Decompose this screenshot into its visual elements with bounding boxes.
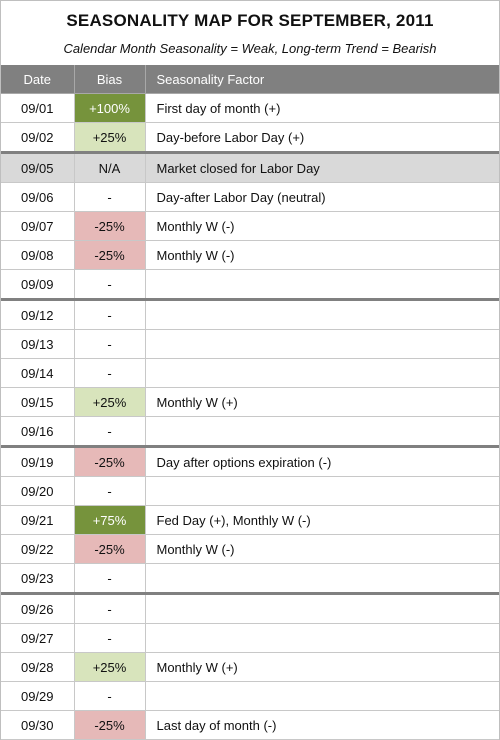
date-cell: 09/30 <box>1 710 75 740</box>
bias-cell: +100% <box>74 93 146 123</box>
date-cell: 09/09 <box>1 269 75 300</box>
date-cell: 09/27 <box>1 623 75 653</box>
bias-cell: - <box>74 358 146 388</box>
date-cell: 09/02 <box>1 122 75 153</box>
date-cell: 09/22 <box>1 534 75 564</box>
seasonality-factor-cell: Monthly W (+) <box>145 387 499 417</box>
seasonality-table: Date Bias Seasonality Factor 09/01 +100% F… <box>1 65 499 740</box>
factor-column-header: Seasonality Factor <box>145 65 499 94</box>
seasonality-factor-cell <box>145 681 499 711</box>
table-row: 09/01 +100% First day of month (+) <box>1 93 499 123</box>
date-cell: 09/16 <box>1 416 75 447</box>
seasonality-factor-cell <box>145 592 499 624</box>
table-row: 09/13- <box>1 329 499 359</box>
date-cell: 09/19 <box>1 445 75 477</box>
bias-cell: - <box>74 563 146 594</box>
seasonality-factor-cell <box>145 298 499 330</box>
seasonality-factor-cell: Market closed for Labor Day <box>145 151 499 183</box>
bias-cell: +25% <box>74 652 146 682</box>
table-row: 09/27- <box>1 623 499 653</box>
bias-cell: - <box>74 681 146 711</box>
bias-cell: +25% <box>74 387 146 417</box>
date-cell: 09/20 <box>1 476 75 506</box>
date-cell: 09/05 <box>1 151 75 183</box>
date-cell: 09/21 <box>1 505 75 535</box>
bias-cell: - <box>74 623 146 653</box>
table-row: 09/29- <box>1 681 499 711</box>
bias-cell: - <box>74 182 146 212</box>
table-row: 09/28 +25% Monthly W (+) <box>1 652 499 682</box>
seasonality-factor-cell <box>145 269 499 300</box>
table-row: 09/22 -25% Monthly W (-) <box>1 534 499 564</box>
table-row: 09/09- <box>1 269 499 300</box>
bias-cell: - <box>74 416 146 447</box>
date-cell: 09/08 <box>1 240 75 270</box>
table-row: 09/23- <box>1 563 499 594</box>
seasonality-factor-cell <box>145 329 499 359</box>
bias-cell: -25% <box>74 710 146 740</box>
seasonality-factor-cell: Monthly W (-) <box>145 534 499 564</box>
seasonality-factor-cell: Last day of month (-) <box>145 710 499 740</box>
seasonality-factor-cell <box>145 623 499 653</box>
seasonality-factor-cell: Day-before Labor Day (+) <box>145 122 499 153</box>
date-cell: 09/29 <box>1 681 75 711</box>
date-cell: 09/14 <box>1 358 75 388</box>
date-cell: 09/12 <box>1 298 75 330</box>
table-body: 09/01 +100% First day of month (+) 09/02 +25… <box>1 93 499 740</box>
date-cell: 09/07 <box>1 211 75 241</box>
table-row: 09/06- Day-after Labor Day (neutral) <box>1 182 499 212</box>
table-row: 09/19 -25% Day after options expiration (-… <box>1 445 499 477</box>
seasonality-factor-cell <box>145 563 499 594</box>
bias-cell: - <box>74 329 146 359</box>
seasonality-factor-cell <box>145 358 499 388</box>
date-cell: 09/13 <box>1 329 75 359</box>
seasonality-factor-cell: Monthly W (-) <box>145 240 499 270</box>
table-header-row: Date Bias Seasonality Factor <box>1 65 499 94</box>
seasonality-factor-cell: First day of month (+) <box>145 93 499 123</box>
date-cell: 09/01 <box>1 93 75 123</box>
table-row: 09/30 -25% Last day of month (-) <box>1 710 499 740</box>
date-cell: 09/15 <box>1 387 75 417</box>
seasonality-factor-cell <box>145 476 499 506</box>
table-row: 09/05 N/A Market closed for Labor Day <box>1 151 499 183</box>
table-row: 09/21 +75% Fed Day (+), Monthly W (-) <box>1 505 499 535</box>
bias-cell: -25% <box>74 445 146 477</box>
bias-cell: +25% <box>74 122 146 153</box>
date-column-header: Date <box>1 65 75 94</box>
table-row: 09/15 +25% Monthly W (+) <box>1 387 499 417</box>
table-row: 09/26- <box>1 592 499 624</box>
bias-cell: -25% <box>74 534 146 564</box>
bias-cell: +75% <box>74 505 146 535</box>
page-title: SEASONALITY MAP FOR SEPTEMBER, 2011 <box>66 11 434 30</box>
bias-cell: - <box>74 269 146 300</box>
bias-cell: - <box>74 298 146 330</box>
bias-cell: - <box>74 592 146 624</box>
table-row: 09/16- <box>1 416 499 447</box>
bias-cell: - <box>74 476 146 506</box>
seasonality-factor-cell: Day-after Labor Day (neutral) <box>145 182 499 212</box>
seasonality-factor-cell: Fed Day (+), Monthly W (-) <box>145 505 499 535</box>
seasonality-factor-cell <box>145 416 499 447</box>
seasonality-factor-cell: Monthly W (+) <box>145 652 499 682</box>
seasonality-factor-cell: Day after options expiration (-) <box>145 445 499 477</box>
bias-cell: -25% <box>74 240 146 270</box>
date-cell: 09/26 <box>1 592 75 624</box>
table-row: 09/14- <box>1 358 499 388</box>
table-row: 09/08 -25% Monthly W (-) <box>1 240 499 270</box>
date-cell: 09/28 <box>1 652 75 682</box>
seasonality-factor-cell: Monthly W (-) <box>145 211 499 241</box>
date-cell: 09/23 <box>1 563 75 594</box>
table-row: 09/20- <box>1 476 499 506</box>
page-subtitle: Calendar Month Seasonality = Weak, Long-… <box>63 41 437 56</box>
table-row: 09/02 +25% Day-before Labor Day (+) <box>1 122 499 153</box>
bias-column-header: Bias <box>74 65 146 94</box>
bias-cell: N/A <box>74 151 146 183</box>
table-row: 09/07 -25% Monthly W (-) <box>1 211 499 241</box>
table-row: 09/12- <box>1 298 499 330</box>
bias-cell: -25% <box>74 211 146 241</box>
date-cell: 09/06 <box>1 182 75 212</box>
